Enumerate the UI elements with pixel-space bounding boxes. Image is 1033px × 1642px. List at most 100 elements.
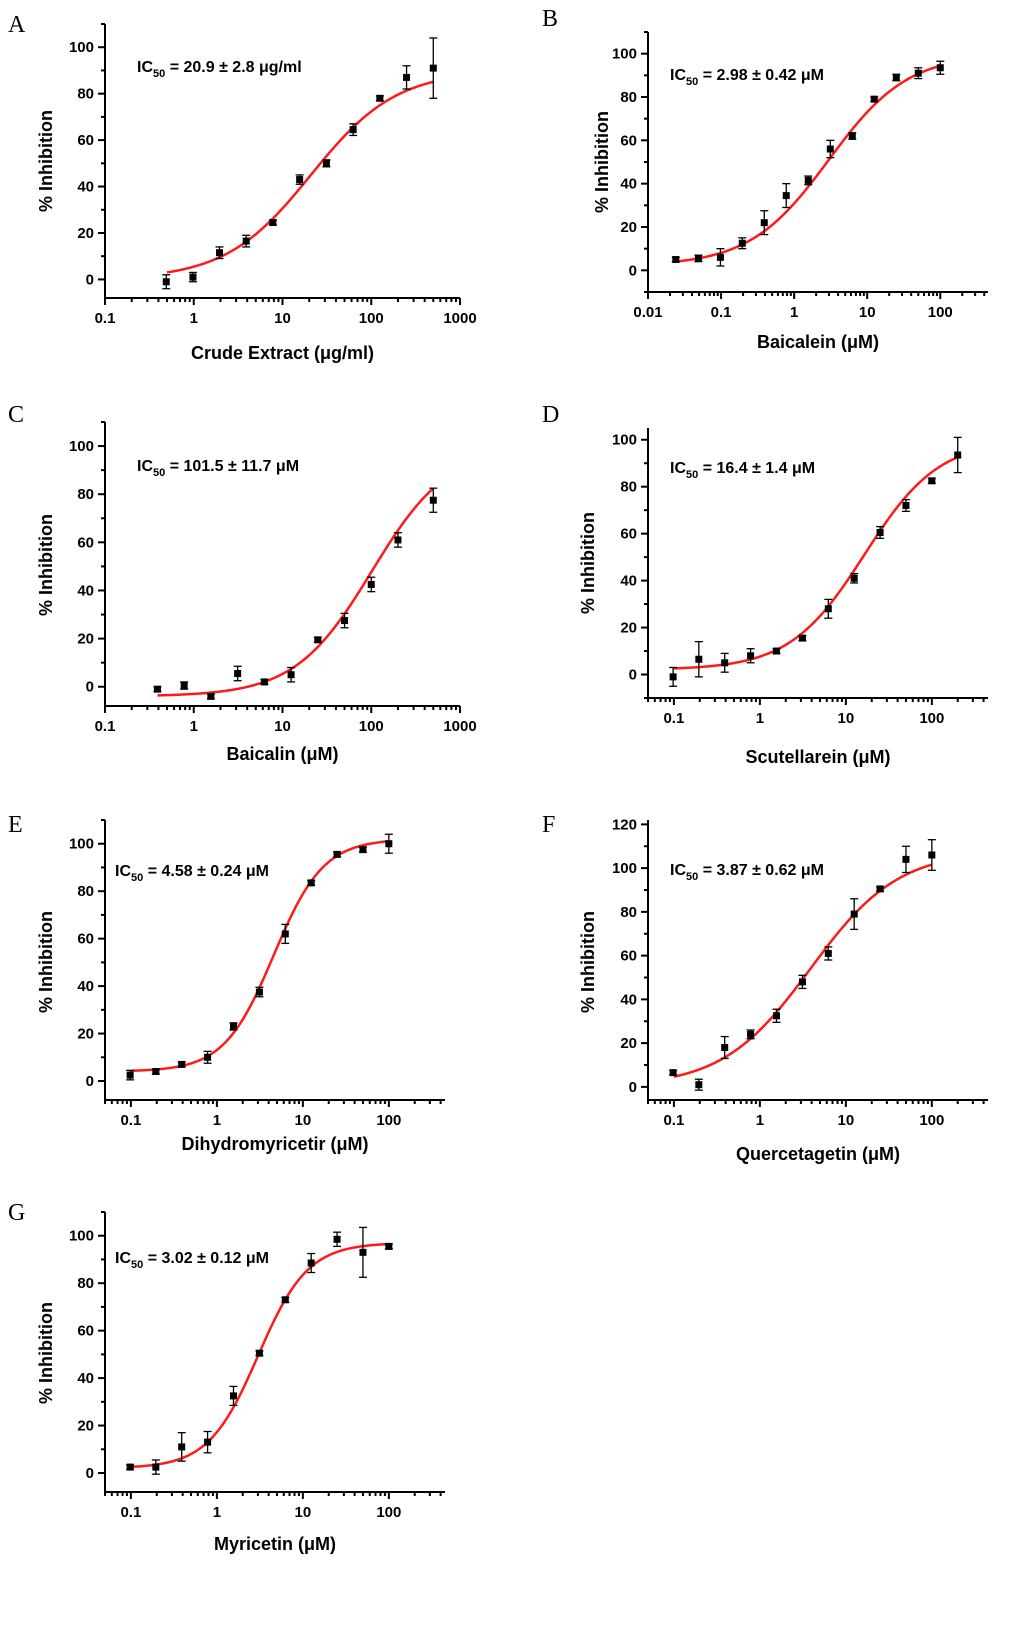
- y-tick-label: 40: [77, 582, 94, 599]
- y-tick-label: 20: [620, 620, 637, 637]
- y-axis-label: % Inhibition: [36, 911, 56, 1013]
- data-point: [376, 94, 384, 102]
- data-point: [870, 95, 878, 103]
- x-axis-label: Dihydromyricetir (μM): [181, 1134, 368, 1154]
- x-tick-label: 1: [213, 1504, 221, 1521]
- y-tick-label: 20: [620, 1035, 637, 1052]
- data-point: [180, 682, 188, 690]
- data-point: [672, 256, 680, 263]
- x-axis-label: Baicalein (μM): [757, 332, 879, 352]
- y-axis-label: % Inhibition: [36, 514, 56, 616]
- fit-curve: [673, 863, 933, 1078]
- data-point: [307, 1259, 315, 1267]
- data-point: [928, 851, 936, 859]
- panel-letter: B: [542, 6, 558, 32]
- data-point: [152, 1463, 160, 1471]
- y-tick-label: 80: [620, 904, 637, 921]
- data-point: [798, 978, 806, 986]
- y-axis-label: % Inhibition: [578, 911, 598, 1013]
- x-tick-label: 100: [376, 1504, 401, 1521]
- y-tick-label: 80: [77, 1275, 94, 1292]
- x-tick-label: 0.1: [95, 310, 116, 327]
- y-tick-label: 100: [612, 46, 637, 63]
- data-point: [207, 692, 215, 700]
- data-point: [772, 1012, 780, 1020]
- ic50-subscript: 50: [686, 469, 698, 481]
- y-tick-label: 0: [629, 262, 637, 279]
- y-tick-label: 60: [77, 1323, 94, 1340]
- y-tick-label: 100: [69, 438, 94, 455]
- y-tick-label: 20: [77, 1418, 94, 1435]
- panel-e: E 0.1 1 10 100 0 20 40 60 80 100 Dihydromyricetir (…: [8, 812, 445, 1154]
- data-point: [695, 1081, 703, 1089]
- y-tick-label: 80: [77, 86, 94, 103]
- y-tick-label: 0: [629, 667, 637, 684]
- data-point: [153, 685, 161, 693]
- data-point: [152, 1068, 160, 1076]
- x-tick-label: 1: [756, 710, 764, 727]
- data-point: [850, 574, 858, 582]
- data-point: [892, 74, 900, 81]
- y-tick-label: 0: [86, 679, 94, 696]
- panel-c: C 0.1 1 10 100 1000 0 20 40 60 80 100 Baicalin (μM)%…: [8, 402, 477, 764]
- data-point: [307, 879, 315, 887]
- ic50-annotation: IC50 = 3.87 ± 0.62 μM: [670, 862, 824, 883]
- data-point: [747, 1030, 755, 1038]
- x-tick-label: 10: [859, 304, 876, 321]
- data-point: [721, 1044, 729, 1051]
- data-point: [954, 451, 962, 459]
- x-tick-label: 100: [919, 1112, 944, 1129]
- data-point: [902, 501, 910, 509]
- x-axis-label: Scutellarein (μM): [745, 747, 890, 767]
- data-point: [824, 949, 832, 957]
- y-axis-label: % Inhibition: [36, 110, 56, 212]
- ic50-annotation: IC50 = 101.5 ± 11.7 μM: [137, 458, 299, 479]
- y-tick-label: 40: [77, 179, 94, 196]
- y-tick-label: 40: [620, 991, 637, 1008]
- y-tick-label: 40: [620, 176, 637, 193]
- ic50-subscript: 50: [686, 871, 698, 883]
- y-tick-label: 20: [77, 1026, 94, 1043]
- data-point: [341, 617, 349, 625]
- data-point: [260, 678, 268, 686]
- x-tick-label: 0.1: [95, 718, 116, 735]
- data-point: [204, 1053, 212, 1061]
- data-point: [721, 659, 729, 667]
- data-point: [229, 1392, 237, 1400]
- ic50-annotation: IC50 = 3.02 ± 0.12 μM: [115, 1250, 269, 1271]
- x-tick-label: 100: [376, 1112, 401, 1129]
- data-point: [281, 1296, 289, 1304]
- data-point: [359, 1248, 367, 1256]
- x-tick-label: 10: [838, 1112, 855, 1129]
- panel-a: A 0.1 1 10 100 1000 0 20 40 60 80 100 Crude Extract …: [8, 12, 477, 363]
- data-point: [669, 673, 677, 681]
- y-tick-label: 20: [77, 631, 94, 648]
- y-tick-label: 40: [77, 1370, 94, 1387]
- data-point: [385, 840, 393, 848]
- panel-letter: D: [542, 402, 559, 428]
- panel-letter: A: [8, 12, 26, 38]
- y-tick-label: 120: [612, 816, 637, 833]
- fit-curve: [673, 456, 959, 670]
- data-point: [747, 652, 755, 660]
- ic50-label: IC: [137, 458, 153, 475]
- data-point: [234, 670, 242, 678]
- y-tick-label: 80: [620, 89, 637, 106]
- data-point: [824, 605, 832, 613]
- data-point: [349, 126, 357, 134]
- data-point: [322, 159, 330, 167]
- y-tick-label: 40: [620, 573, 637, 590]
- ic50-label: IC: [670, 862, 686, 879]
- x-tick-label: 10: [274, 310, 291, 327]
- ic50-label: IC: [137, 59, 153, 76]
- ic50-label: IC: [115, 863, 131, 880]
- x-tick-label: 0.1: [120, 1112, 141, 1129]
- data-point: [126, 1071, 134, 1079]
- x-tick-label: 100: [359, 310, 384, 327]
- data-point: [215, 249, 223, 257]
- data-point: [876, 528, 884, 536]
- data-point: [826, 145, 834, 153]
- ic50-subscript: 50: [131, 872, 143, 884]
- data-point: [281, 930, 289, 938]
